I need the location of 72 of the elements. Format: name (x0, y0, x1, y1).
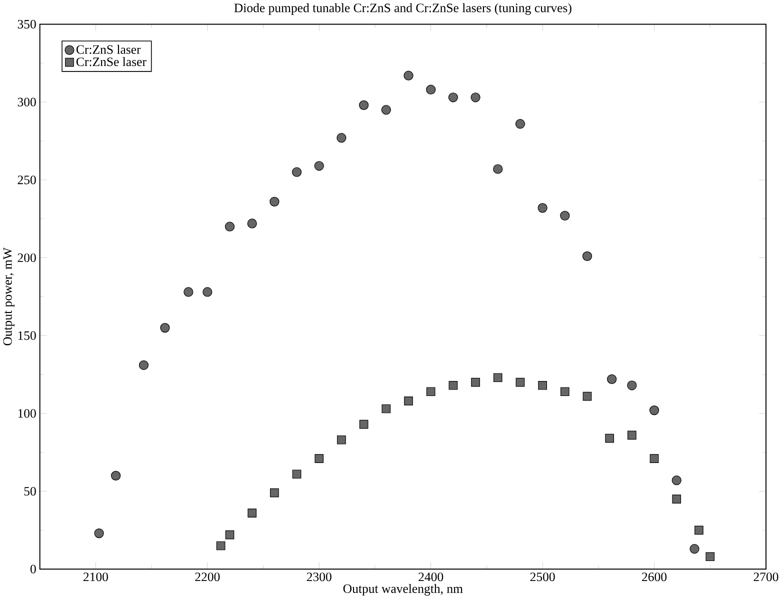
point (627, 380, 637, 390)
point (690, 544, 700, 554)
legend-label: Cr:ZnS laser (76, 44, 141, 54)
point (94, 528, 104, 538)
y-tick-label: 300 (18, 98, 36, 106)
point (672, 494, 682, 504)
x-tick-label: 2500 (530, 572, 555, 582)
point (337, 436, 346, 444)
point (292, 470, 302, 479)
chart-title: Diode pumped tunable Cr:ZnS and Cr:ZnSe lasers (tuning curves) (234, 3, 572, 15)
point (404, 70, 414, 80)
point (628, 430, 636, 440)
point (314, 161, 324, 171)
y-tick-label: 250 (18, 176, 36, 184)
x-axis-title: Output wavelength, nm (343, 584, 463, 596)
y-tick-label: 0 (30, 564, 36, 574)
point (560, 210, 570, 221)
point (247, 218, 257, 228)
point (426, 84, 436, 94)
point (538, 381, 547, 390)
point (359, 100, 369, 110)
y-tick-label: 50 (24, 487, 36, 496)
point (605, 434, 614, 443)
point (672, 476, 682, 486)
point (694, 526, 704, 535)
point (404, 396, 413, 406)
x-tick-label: 2400 (418, 572, 444, 582)
point (224, 222, 235, 232)
point (248, 508, 257, 518)
point (493, 164, 503, 174)
point (649, 406, 660, 416)
point (650, 454, 659, 464)
point (426, 387, 436, 396)
x-tick-label: 2200 (195, 572, 220, 582)
point (607, 374, 617, 384)
point (560, 387, 570, 396)
point (202, 287, 212, 297)
point (381, 105, 391, 115)
point (706, 552, 715, 562)
point (270, 196, 280, 207)
point (184, 287, 194, 297)
point (111, 470, 121, 481)
point (516, 378, 525, 387)
point (225, 530, 234, 540)
point (359, 420, 368, 429)
legend-label: Cr:ZnSe laser (76, 57, 146, 66)
x-tick-label: 2300 (306, 572, 332, 582)
point (314, 454, 324, 464)
point (582, 392, 592, 401)
y-tick-label: 200 (18, 254, 36, 262)
point (538, 203, 548, 213)
point (160, 323, 170, 333)
y-axis-title: Output power, mW (3, 248, 14, 346)
point (216, 541, 226, 550)
point (448, 381, 458, 390)
x-tick-label: 2600 (642, 572, 667, 582)
y-tick-label: 350 (18, 20, 36, 29)
point (471, 378, 480, 387)
x-tick-label: 2100 (84, 572, 108, 582)
point (292, 167, 302, 177)
y-tick-label: 100 (18, 409, 36, 418)
point (582, 251, 592, 262)
point (515, 119, 526, 129)
point (382, 404, 391, 414)
point (493, 373, 502, 382)
point (336, 133, 346, 143)
point (470, 92, 480, 102)
point (270, 488, 279, 498)
point (138, 360, 149, 370)
y-tick-label: 150 (18, 331, 36, 340)
x-tick-label: 2700 (754, 572, 778, 582)
point (448, 92, 458, 102)
